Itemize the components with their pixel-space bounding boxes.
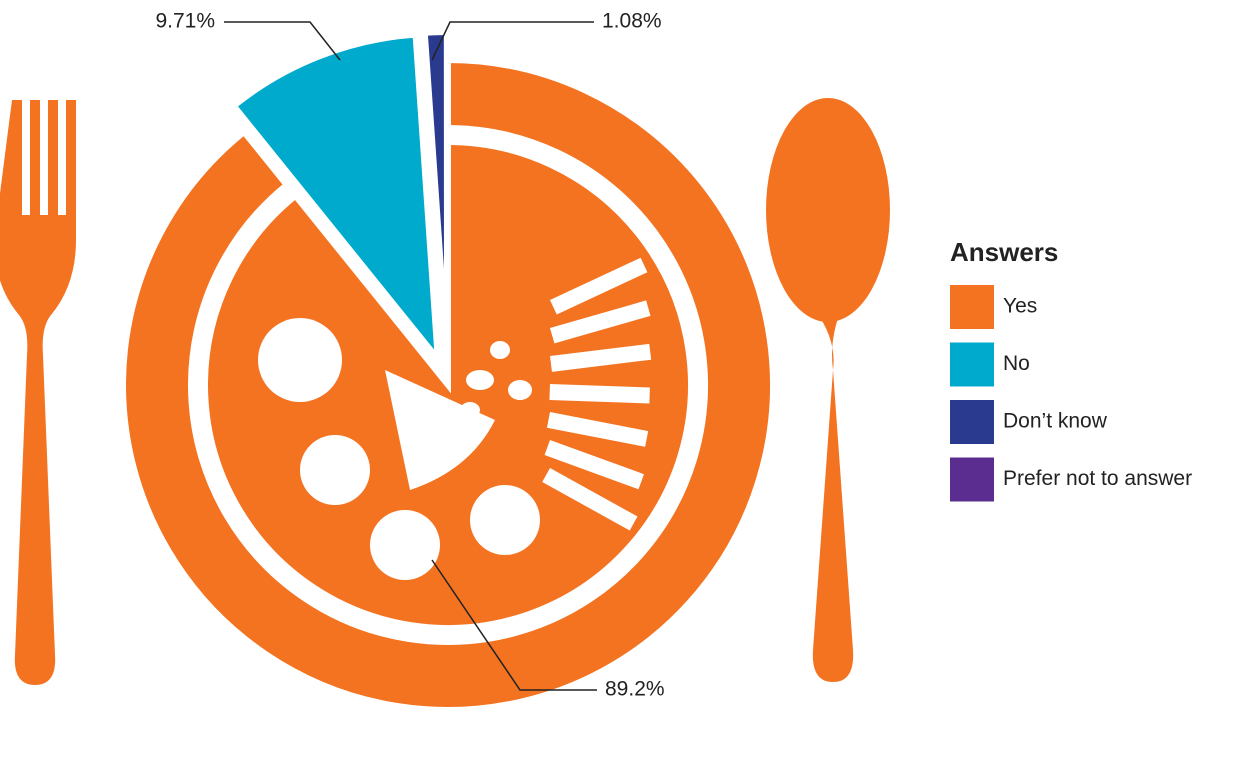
- leader-line: [431, 21, 594, 61]
- legend-label: No: [1003, 352, 1030, 375]
- food: [550, 300, 651, 344]
- food: [549, 384, 650, 404]
- food: [460, 402, 480, 418]
- food: [550, 343, 652, 372]
- data-label: 89.2%: [605, 678, 665, 701]
- legend-title: Answers: [950, 237, 1058, 267]
- food: [258, 318, 342, 402]
- data-label: 9.71%: [155, 10, 215, 33]
- food: [490, 341, 510, 359]
- data-label: 1.08%: [602, 10, 662, 33]
- cutlery: [0, 98, 890, 685]
- legend-label: Prefer not to answer: [1003, 467, 1192, 490]
- food: [544, 440, 644, 490]
- food: [508, 380, 532, 400]
- legend-swatch: [950, 342, 994, 387]
- food: [542, 467, 638, 531]
- plate-rim: [188, 125, 708, 645]
- food: [549, 257, 648, 315]
- legend-swatch: [950, 457, 994, 502]
- spoon-bowl: [766, 98, 890, 322]
- legend-label: Yes: [1003, 295, 1037, 318]
- legend-swatch: [950, 400, 994, 444]
- food: [300, 435, 370, 505]
- leader-line: [431, 559, 597, 691]
- fork: [0, 100, 76, 685]
- food: [370, 510, 440, 580]
- pie-slice: [120, 56, 776, 713]
- food: [470, 485, 540, 555]
- legend-swatch: [950, 285, 994, 329]
- food: [466, 370, 494, 390]
- pie-slice: [229, 31, 442, 369]
- spoon-handle: [812, 310, 854, 682]
- legend-label: Don’t know: [1003, 410, 1108, 433]
- food: [546, 412, 649, 447]
- food: [385, 370, 495, 490]
- leader-line: [224, 21, 341, 61]
